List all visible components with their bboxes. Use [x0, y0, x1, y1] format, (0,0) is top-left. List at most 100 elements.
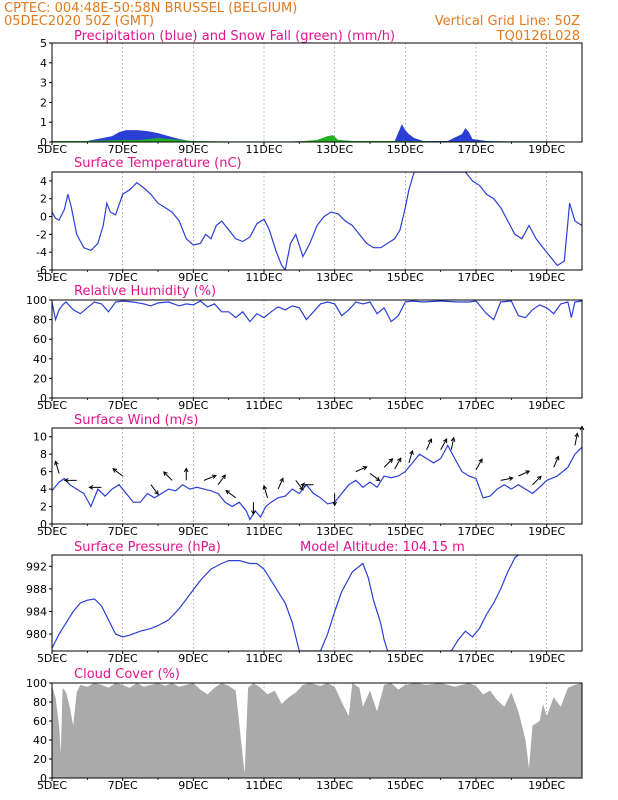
wind-vectors — [54, 425, 585, 516]
wind-arrow-head — [536, 475, 542, 481]
cloud-ytick-label: 0 — [40, 772, 47, 785]
temperature-frame — [51, 171, 583, 271]
wind-arrow — [277, 478, 284, 490]
cloud-xtick-label: 7DEC — [108, 779, 138, 792]
pressure-xtick-label: 7DEC — [108, 652, 138, 665]
humidity-frame — [51, 299, 583, 399]
temperature-panel: 5DEC 7DEC 9DEC 11DEC 13DEC 15DEC 17DEC 19DEC -6 -… — [36, 171, 583, 284]
wind-arrow — [450, 437, 455, 450]
wind-arrow — [408, 450, 413, 464]
wind-xtick-label: 13DEC — [316, 525, 353, 538]
humidity-xtick-label: 7DEC — [108, 399, 138, 412]
precip-ytick-label: 3 — [40, 77, 47, 90]
wind-arrow — [355, 466, 367, 473]
wind-arrow-head — [443, 438, 448, 444]
precip-xtick-label: 19DEC — [528, 143, 565, 156]
temperature-series-line — [52, 172, 582, 270]
wind-panel-title: Surface Wind (m/s) — [74, 413, 198, 428]
wind-arrow — [383, 458, 393, 468]
wind-arrow-head — [225, 489, 231, 495]
humidity-xtick-label: 9DEC — [178, 399, 208, 412]
precipitation-area — [52, 124, 582, 142]
pressure-xtick-label: 11DEC — [245, 652, 282, 665]
wind-arrow-head — [300, 482, 306, 488]
humidity-xtick-label: 17DEC — [457, 399, 494, 412]
precip-xtick-label: 13DEC — [316, 143, 353, 156]
wind-arrow — [369, 472, 380, 481]
cloud-xtick-label: 11DEC — [245, 779, 282, 792]
temperature-panel-title: Surface Temperature (nC) — [74, 156, 242, 171]
wind-xtick-label: 15DEC — [387, 525, 424, 538]
wind-arrow — [574, 433, 578, 446]
temperature-xtick-label: 9DEC — [178, 271, 208, 284]
wind-arrow-head — [332, 501, 338, 507]
wind-arrow-head — [162, 471, 168, 476]
wind-arrow — [263, 485, 269, 498]
wind-arrow-head — [221, 474, 226, 480]
humidity-xtick-label: 5DEC — [37, 399, 67, 412]
wind-arrow — [217, 474, 226, 486]
wind-ytick-label: 6 — [40, 466, 47, 479]
pressure-xtick-label: 9DEC — [178, 652, 208, 665]
precip-xtick-label: 5DEC — [37, 143, 67, 156]
wind-arrow — [500, 477, 513, 481]
humidity-ytick-label: 20 — [33, 372, 47, 385]
wind-arrow — [426, 438, 432, 451]
humidity-panel: 5DEC 7DEC 9DEC 11DEC 13DEC 15DEC 17DEC 19DEC 0 20… — [26, 294, 583, 412]
pressure-xtick-label: 13DEC — [316, 652, 353, 665]
wind-xtick-label: 7DEC — [108, 525, 138, 538]
cloud-panel-title: Cloud Cover (%) — [74, 667, 180, 682]
pressure-xtick-label: 5DEC — [37, 652, 67, 665]
wind-arrow-head — [299, 485, 304, 491]
model-altitude-note: Model Altitude: 104.15 m — [300, 540, 465, 555]
precip-xtick-label: 17DEC — [457, 143, 494, 156]
wind-arrow-head — [362, 466, 368, 471]
cloud-ytick-label: 80 — [33, 696, 47, 709]
pressure-xtick-label: 17DEC — [457, 652, 494, 665]
pressure-xtick-label: 19DEC — [528, 652, 565, 665]
cloud-panel: 5DEC 7DEC 9DEC 11DEC 13DEC 15DEC 17DEC 19DEC 0 20… — [26, 677, 583, 792]
wind-arrow-head — [508, 476, 514, 481]
wind-ytick-label: 0 — [40, 518, 47, 531]
wind-arrow-head — [88, 484, 94, 490]
cloud-xtick-label: 17DEC — [457, 779, 494, 792]
header-station: CPTEC: 004:48E-50:58N BRUSSEL (BELGIUM) — [4, 1, 297, 16]
wind-arrow-head — [397, 457, 402, 463]
pressure-ytick-label: 984 — [26, 605, 47, 618]
header-grid-note: Vertical Grid Line: 50Z — [435, 14, 580, 29]
wind-arrow — [553, 456, 559, 468]
wind-arrow-head — [478, 458, 483, 464]
pressure-ytick-label: 988 — [26, 583, 47, 596]
pressure-frame — [51, 554, 583, 652]
wind-arrow-head — [279, 477, 284, 483]
wind-xtick-label: 17DEC — [457, 525, 494, 538]
cloud-ytick-label: 100 — [26, 677, 47, 690]
precip-ytick-label: 5 — [40, 37, 47, 50]
wind-arrow-head — [375, 476, 381, 482]
humidity-series-line — [52, 300, 582, 323]
wind-arrow — [225, 490, 237, 499]
wind-arrow-head — [555, 455, 560, 461]
temperature-xtick-label: 17DEC — [457, 271, 494, 284]
temperature-ytick-label: -6 — [36, 264, 47, 277]
precip-xtick-label: 9DEC — [178, 143, 208, 156]
temperature-ytick-label: 4 — [40, 175, 47, 188]
wind-ytick-label: 2 — [40, 501, 47, 514]
wind-arrow — [163, 471, 173, 481]
wind-arrow — [394, 457, 402, 470]
temperature-xtick-label: 19DEC — [528, 271, 565, 284]
wind-arrow-head — [183, 467, 189, 473]
wind-arrow — [150, 484, 159, 495]
temperature-xtick-label: 5DEC — [37, 271, 67, 284]
wind-arrow — [518, 470, 530, 477]
temperature-ytick-label: 0 — [40, 211, 47, 224]
temperature-ytick-label: -2 — [36, 228, 47, 241]
pressure-series-line — [52, 555, 519, 651]
wind-arrow-head — [211, 474, 217, 479]
wind-arrow-head — [54, 460, 59, 466]
wind-arrow-head — [450, 436, 456, 442]
wind-xtick-label: 5DEC — [37, 525, 67, 538]
wind-arrow — [54, 461, 60, 474]
precip-frame — [51, 42, 583, 143]
pressure-panel-title: Surface Pressure (hPa) — [74, 540, 221, 555]
